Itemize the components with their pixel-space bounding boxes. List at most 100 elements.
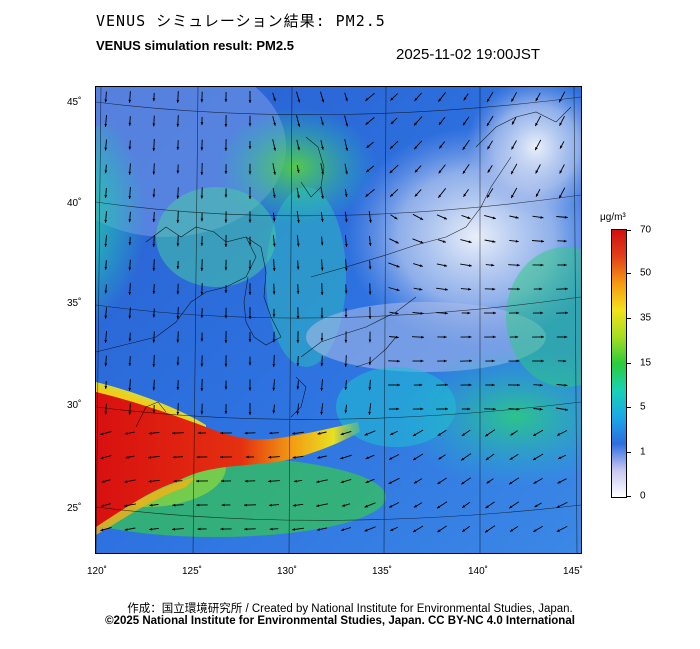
wind-arrow-head [414, 480, 418, 484]
wind-arrow-head [556, 505, 560, 508]
wind-arrow-head [200, 243, 204, 246]
wind-arrow-head [297, 219, 300, 223]
wind-arrow-head [397, 383, 400, 387]
wind-arrow-head [468, 287, 472, 291]
wind-arrow-head [517, 383, 520, 387]
wind-arrow-head [517, 287, 520, 291]
wind-arrow-head [419, 264, 423, 267]
wind-arrow-head [176, 100, 180, 103]
wind-arrow-head [272, 243, 276, 247]
wind-arrow-head [364, 504, 368, 508]
wind-arrow-head [463, 122, 466, 126]
wind-arrow-head [344, 364, 348, 367]
wind-arrow-head [272, 387, 276, 391]
wind-arrow-head [248, 267, 252, 270]
wind-arrow-head [152, 98, 156, 102]
wind-arrow-head [104, 290, 108, 294]
wind-arrow-head [438, 98, 442, 102]
wind-arrow-head [564, 408, 568, 411]
wind-arrow-head [128, 171, 132, 175]
lon-label-145: 145˚ [562, 566, 584, 577]
wind-arrow-head [148, 431, 152, 435]
wind-arrow-head [463, 97, 467, 101]
wind-arrow-head [220, 431, 224, 435]
wind-arrow-head [368, 316, 372, 319]
wind-arrow-head [128, 315, 132, 319]
wind-arrow-head [468, 240, 472, 244]
wind-arrow-head [559, 99, 562, 103]
wind-arrow-head [200, 147, 204, 151]
wind-arrow-head [364, 432, 368, 436]
wind-arrow-head [510, 528, 514, 532]
wind-arrow-head [196, 479, 199, 483]
wind-arrow-head [248, 387, 252, 391]
wind-arrow-head [196, 455, 200, 459]
wind-arrow-head [421, 335, 424, 339]
wind-arrow-head [224, 194, 228, 198]
wind-arrow-head [509, 505, 513, 509]
lat-label-40: 40˚ [67, 198, 82, 209]
wind-arrow-head [366, 169, 370, 173]
wind-arrow-head [104, 386, 108, 389]
wind-arrow-head [344, 193, 348, 197]
wind-arrow-head [390, 432, 394, 435]
wind-arrow-head [320, 363, 324, 367]
wind-arrow-head [487, 146, 491, 150]
wind-arrow-head [369, 219, 372, 223]
wind-arrow-head [541, 239, 544, 243]
wind-arrow-head [412, 433, 417, 436]
wind-arrow-head [320, 388, 324, 391]
wind-arrow-head [248, 292, 252, 295]
wind-arrow-head [320, 267, 324, 271]
wind-arrow-head [176, 291, 180, 295]
colorbar-label-70: 70 [640, 224, 652, 236]
wind-arrow-head [152, 219, 156, 222]
wind-arrow-head [176, 362, 180, 366]
wind-arrow-head [128, 363, 132, 366]
wind-arrow-head [176, 123, 180, 127]
wind-arrow-head [444, 383, 448, 387]
wind-arrow-head [395, 335, 399, 339]
wind-arrow-head [297, 123, 301, 127]
wind-arrow-head [492, 335, 496, 339]
wind-arrow-head [565, 311, 568, 315]
wind-arrow-head [152, 243, 156, 247]
colorbar-tick [626, 496, 631, 497]
wind-arrow-head [321, 99, 325, 103]
wind-arrow-head [128, 338, 132, 342]
colorbar [611, 229, 627, 498]
wind-arrow-head [485, 529, 489, 533]
wind-arrow-head [516, 359, 520, 363]
wind-arrow-head [463, 193, 467, 197]
wind-arrow-head [248, 196, 252, 199]
wind-arrow-head [535, 170, 539, 174]
wind-arrow-head [511, 146, 515, 150]
wind-arrow-head [292, 503, 296, 507]
wind-arrow-head [101, 480, 105, 483]
credit-line-creator: 作成：国立環境研究所 / Created by National Institu… [127, 603, 573, 615]
wind-arrow-head [535, 147, 538, 151]
wind-arrow-head [437, 433, 441, 436]
wind-arrow-head [419, 287, 423, 291]
wind-arrow-head [176, 316, 180, 319]
wind-arrow-head [245, 455, 249, 459]
wind-arrow-head [272, 364, 276, 367]
wind-arrow-head [462, 528, 466, 532]
wind-arrow-head [200, 411, 204, 415]
wind-arrow-head [317, 432, 321, 435]
wind-arrow-head [564, 287, 568, 291]
wind-arrow-head [512, 121, 515, 125]
wind-arrow-head [444, 311, 448, 315]
wind-arrow-head [128, 292, 132, 295]
wind-arrow-head [248, 339, 252, 342]
wind-arrow-head [414, 122, 417, 126]
wind-arrow-head [273, 98, 276, 102]
wind-arrow-head [176, 339, 180, 343]
wind-arrow-head [539, 287, 543, 291]
wind-arrow-head [486, 122, 490, 126]
wind-arrow-head [516, 311, 520, 315]
wind-arrow-head [341, 528, 345, 531]
wind-arrow-head [462, 504, 466, 508]
wind-arrow-head [557, 432, 561, 436]
wind-arrow-head [390, 528, 394, 531]
